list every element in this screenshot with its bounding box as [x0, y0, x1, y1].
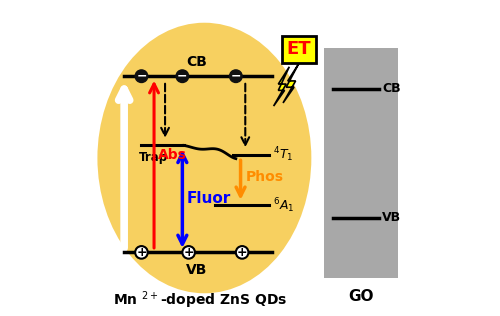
Circle shape — [236, 246, 248, 259]
Text: ET: ET — [286, 40, 311, 58]
Text: VB: VB — [382, 211, 402, 224]
Text: $^6A_1$: $^6A_1$ — [272, 196, 294, 215]
Text: Mn $^{2+}$-doped ZnS QDs: Mn $^{2+}$-doped ZnS QDs — [112, 289, 287, 311]
Polygon shape — [274, 67, 289, 106]
Circle shape — [230, 70, 242, 82]
Circle shape — [135, 246, 148, 259]
Text: −: − — [136, 70, 146, 82]
Text: Fluor: Fluor — [187, 191, 232, 206]
Text: +: + — [237, 246, 248, 258]
Text: Trap: Trap — [139, 151, 168, 164]
Text: −: − — [230, 70, 241, 82]
Text: VB: VB — [186, 264, 207, 277]
Polygon shape — [283, 64, 299, 103]
Text: Abs: Abs — [158, 148, 187, 162]
Text: −: − — [177, 70, 188, 82]
Bar — [324, 48, 398, 277]
Text: CB: CB — [186, 55, 207, 69]
Text: +: + — [184, 246, 194, 258]
Text: GO: GO — [348, 289, 374, 304]
Text: +: + — [136, 246, 147, 258]
Ellipse shape — [98, 23, 312, 293]
Circle shape — [182, 246, 195, 259]
Circle shape — [176, 70, 188, 82]
Circle shape — [135, 70, 148, 82]
Text: $^4T_1$: $^4T_1$ — [272, 145, 293, 164]
Text: CB: CB — [382, 82, 401, 95]
Text: Phos: Phos — [246, 170, 284, 184]
